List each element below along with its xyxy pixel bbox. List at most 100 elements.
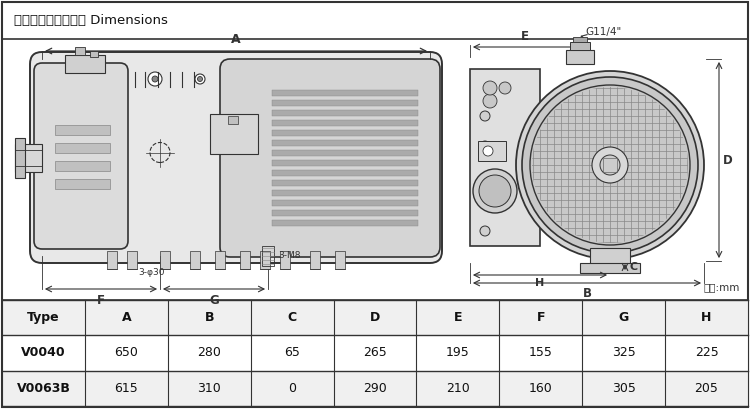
Bar	[260, 251, 270, 269]
Text: G: G	[209, 294, 219, 307]
Text: 3-φ30: 3-φ30	[139, 268, 165, 277]
Bar	[272, 90, 418, 95]
Bar	[15, 137, 25, 178]
Bar	[210, 114, 258, 154]
Circle shape	[480, 141, 490, 151]
Text: 290: 290	[363, 382, 387, 395]
Circle shape	[522, 77, 698, 253]
Text: 615: 615	[115, 382, 138, 395]
Text: E: E	[521, 30, 529, 43]
Text: H: H	[701, 311, 712, 324]
Bar	[272, 189, 418, 196]
Bar	[190, 251, 200, 269]
Text: D: D	[370, 311, 380, 324]
Bar	[107, 251, 117, 269]
Circle shape	[483, 81, 497, 95]
Circle shape	[148, 72, 162, 86]
Bar	[55, 143, 110, 153]
Circle shape	[473, 169, 517, 213]
Bar	[272, 180, 418, 186]
Bar	[580, 263, 640, 273]
Circle shape	[480, 226, 490, 236]
Text: 外型尺寸及安装尺寸 Dimensions: 外型尺寸及安装尺寸 Dimensions	[14, 14, 168, 27]
Circle shape	[516, 71, 704, 259]
Text: 225: 225	[694, 346, 718, 360]
Text: A: A	[122, 311, 131, 324]
FancyBboxPatch shape	[220, 59, 440, 257]
Bar	[590, 248, 630, 268]
Text: 305: 305	[612, 382, 635, 395]
Text: D: D	[723, 153, 733, 166]
Bar	[335, 251, 345, 269]
Text: 280: 280	[197, 346, 221, 360]
Bar	[272, 169, 418, 175]
Bar	[280, 251, 290, 269]
Bar	[573, 37, 587, 42]
Circle shape	[480, 111, 490, 121]
Text: G11/4": G11/4"	[585, 27, 621, 37]
Bar	[55, 161, 110, 171]
Text: 65: 65	[284, 346, 300, 360]
Bar	[478, 141, 506, 161]
Text: 3-M8: 3-M8	[278, 252, 301, 261]
Text: 0: 0	[288, 382, 296, 395]
Bar	[272, 110, 418, 115]
FancyBboxPatch shape	[30, 52, 442, 263]
Circle shape	[479, 175, 511, 207]
Text: F: F	[536, 311, 545, 324]
Text: 210: 210	[446, 382, 470, 395]
Text: F: F	[97, 294, 105, 307]
Bar	[603, 158, 617, 172]
Text: A: A	[231, 33, 241, 46]
Bar	[272, 99, 418, 106]
Bar	[272, 160, 418, 166]
Circle shape	[592, 147, 628, 183]
Bar	[272, 119, 418, 126]
Text: 160: 160	[529, 382, 553, 395]
Text: Type: Type	[27, 311, 60, 324]
Bar	[470, 69, 540, 246]
Bar	[127, 251, 137, 269]
Bar	[272, 220, 418, 225]
Text: 650: 650	[115, 346, 138, 360]
Bar	[55, 179, 110, 189]
Text: 155: 155	[529, 346, 553, 360]
Bar	[272, 209, 418, 216]
Text: E: E	[454, 311, 462, 324]
Bar	[215, 251, 225, 269]
Text: 325: 325	[612, 346, 635, 360]
Bar	[240, 251, 250, 269]
Circle shape	[152, 76, 158, 82]
Bar	[160, 251, 170, 269]
Circle shape	[499, 82, 511, 94]
Text: 195: 195	[446, 346, 470, 360]
Text: B: B	[205, 311, 214, 324]
Text: G: G	[619, 311, 628, 324]
Bar	[228, 116, 238, 124]
Bar	[90, 51, 98, 57]
Bar	[272, 150, 418, 155]
Bar	[310, 251, 320, 269]
Bar	[272, 200, 418, 205]
Text: H: H	[536, 278, 544, 288]
Bar	[15, 144, 42, 171]
Bar	[262, 246, 274, 266]
Bar	[75, 47, 85, 55]
Circle shape	[195, 74, 205, 84]
Text: B: B	[583, 287, 592, 300]
Text: 265: 265	[363, 346, 387, 360]
Bar	[2, 300, 748, 335]
Text: 单位:mm: 单位:mm	[704, 282, 740, 292]
Text: C: C	[629, 262, 637, 272]
Text: 310: 310	[197, 382, 221, 395]
Text: C: C	[287, 311, 297, 324]
Text: V0040: V0040	[21, 346, 66, 360]
Circle shape	[197, 76, 202, 81]
Bar	[566, 50, 594, 64]
FancyBboxPatch shape	[34, 63, 128, 249]
Bar	[272, 139, 418, 146]
Bar	[570, 42, 590, 50]
Bar	[55, 125, 110, 135]
Circle shape	[483, 94, 497, 108]
Circle shape	[483, 146, 493, 156]
